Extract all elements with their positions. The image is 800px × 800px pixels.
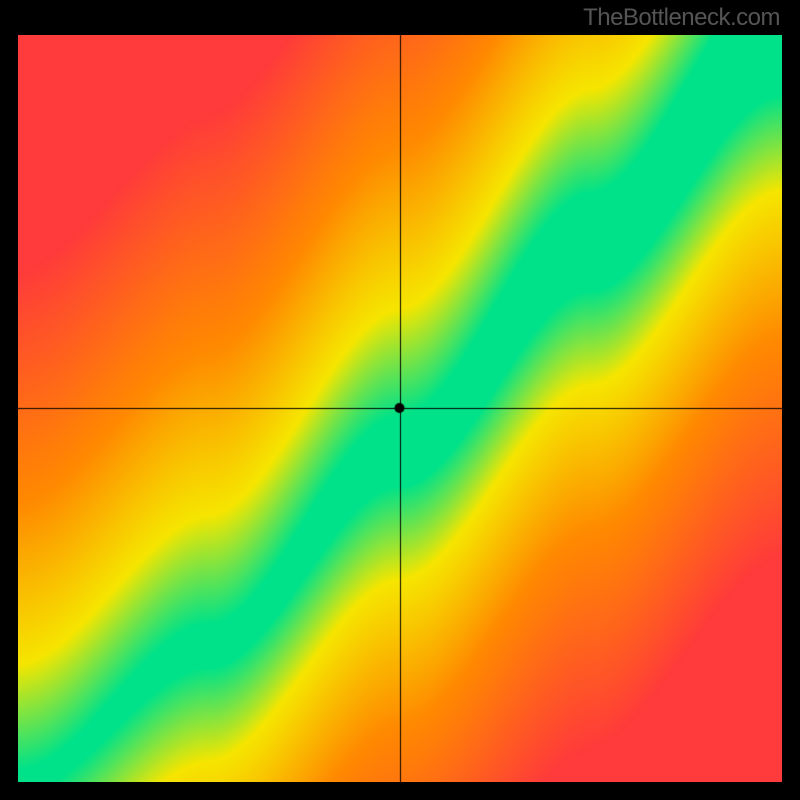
crosshair-overlay (18, 35, 782, 782)
watermark-text: TheBottleneck.com (583, 4, 780, 32)
chart-frame: TheBottleneck.com (0, 0, 800, 800)
